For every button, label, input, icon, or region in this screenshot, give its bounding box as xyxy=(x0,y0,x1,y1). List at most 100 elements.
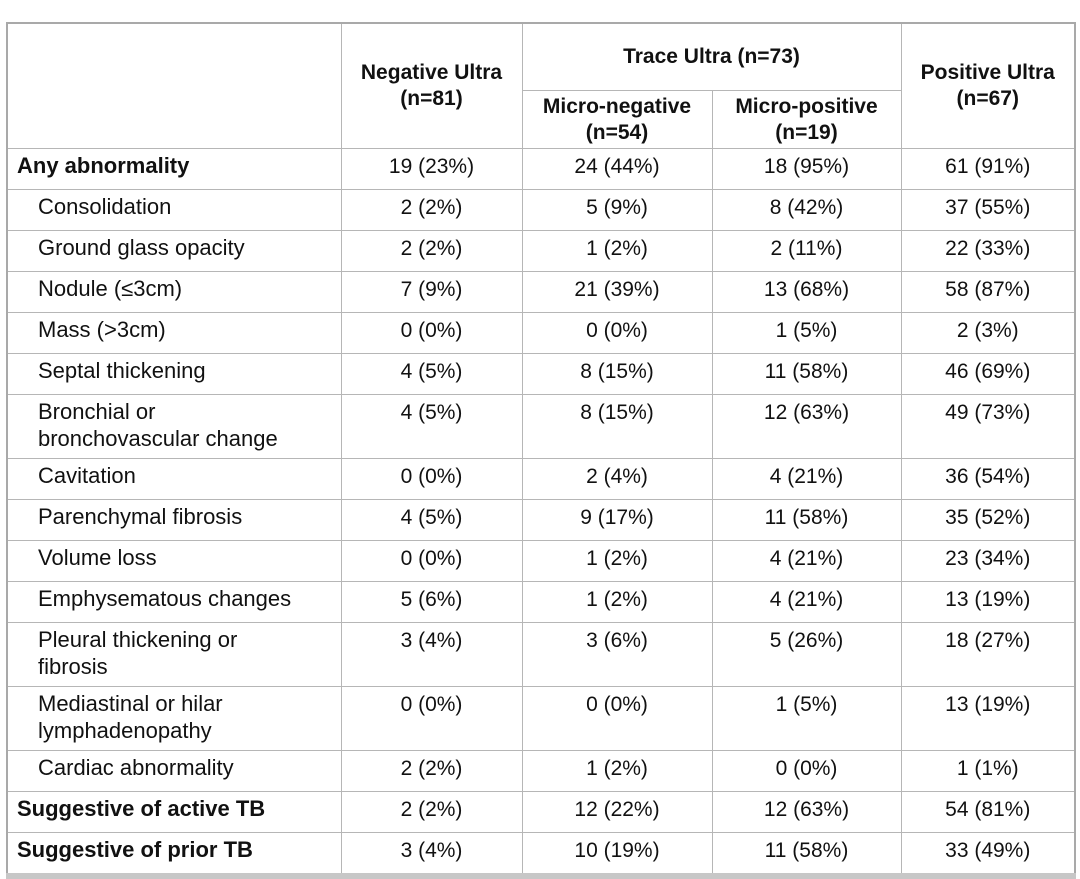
cell-negative-ultra: 0 (0%) xyxy=(340,458,523,500)
table-row: Parenchymal fibrosis 4 (5%) 9 (17%) 11 (… xyxy=(6,499,1076,541)
cell-micro-negative: 3 (6%) xyxy=(521,622,713,687)
table-row: Suggestive of active TB 2 (2%) 12 (22%) … xyxy=(6,791,1076,833)
cell-positive-ultra: 37 (55%) xyxy=(900,189,1076,231)
ultra-abnormality-table: Negative Ultra (n=81) Trace Ultra (n=73)… xyxy=(6,22,1076,879)
cell-micro-negative: 9 (17%) xyxy=(521,499,713,541)
cell-negative-ultra: 7 (9%) xyxy=(340,271,523,313)
cell-positive-ultra: 54 (81%) xyxy=(900,791,1076,833)
col-header-negative-ultra-n: (n=81) xyxy=(400,87,463,110)
col-header-trace-ultra-group: Trace Ultra (n=73) xyxy=(521,22,902,91)
table-row: Cardiac abnormality 2 (2%) 1 (2%) 0 (0%)… xyxy=(6,750,1076,792)
cell-negative-ultra: 2 (2%) xyxy=(340,189,523,231)
col-header-micro-positive-title: Micro-positive xyxy=(735,94,878,118)
row-label: Consolidation xyxy=(6,189,342,231)
cell-negative-ultra: 4 (5%) xyxy=(340,353,523,395)
row-label: Cardiac abnormality xyxy=(6,750,342,792)
cell-positive-ultra: 13 (19%) xyxy=(900,581,1076,623)
row-label: Any abnormality xyxy=(6,148,342,190)
table-row: Mass (>3cm) 0 (0%) 0 (0%) 1 (5%) 2 (3%) xyxy=(6,312,1076,354)
cell-micro-positive: 4 (21%) xyxy=(711,581,902,623)
col-header-positive-ultra-title: Positive Ultra xyxy=(920,61,1055,84)
cell-positive-ultra: 46 (69%) xyxy=(900,353,1076,395)
cell-micro-negative: 24 (44%) xyxy=(521,148,713,190)
cell-positive-ultra: 1 (1%) xyxy=(900,750,1076,792)
cell-negative-ultra: 0 (0%) xyxy=(340,540,523,582)
cell-positive-ultra: 35 (52%) xyxy=(900,499,1076,541)
header-row-top: Negative Ultra (n=81) Trace Ultra (n=73)… xyxy=(6,22,1076,149)
table-row: Any abnormality 19 (23%) 24 (44%) 18 (95… xyxy=(6,148,1076,190)
cell-micro-negative: 8 (15%) xyxy=(521,394,713,459)
cell-micro-positive: 12 (63%) xyxy=(711,394,902,459)
cell-micro-negative: 21 (39%) xyxy=(521,271,713,313)
table-row: Mediastinal or hilar lymphadenopathy 0 (… xyxy=(6,686,1076,751)
cell-negative-ultra: 3 (4%) xyxy=(340,832,523,877)
cell-positive-ultra: 18 (27%) xyxy=(900,622,1076,687)
table-row: Nodule (≤3cm) 7 (9%) 21 (39%) 13 (68%) 5… xyxy=(6,271,1076,313)
table-row: Septal thickening 4 (5%) 8 (15%) 11 (58%… xyxy=(6,353,1076,395)
cell-positive-ultra: 61 (91%) xyxy=(900,148,1076,190)
col-header-micro-positive: Micro-positive (n=19) xyxy=(711,90,902,149)
col-header-positive-ultra-n: (n=67) xyxy=(956,87,1019,110)
table-row: Consolidation 2 (2%) 5 (9%) 8 (42%) 37 (… xyxy=(6,189,1076,231)
table-row: Pleural thickening or fibrosis 3 (4%) 3 … xyxy=(6,622,1076,687)
table-row: Bronchial or bronchovascular change 4 (5… xyxy=(6,394,1076,459)
cell-micro-positive: 13 (68%) xyxy=(711,271,902,313)
cell-micro-negative: 1 (2%) xyxy=(521,750,713,792)
cell-micro-negative: 2 (4%) xyxy=(521,458,713,500)
cell-micro-positive: 4 (21%) xyxy=(711,540,902,582)
cell-micro-positive: 4 (21%) xyxy=(711,458,902,500)
col-header-micro-negative: Micro-negative (n=54) xyxy=(521,90,713,149)
table-row: Volume loss 0 (0%) 1 (2%) 4 (21%) 23 (34… xyxy=(6,540,1076,582)
header-row-sub: Micro-negative (n=54) Micro-positive (n=… xyxy=(7,90,1075,149)
row-label: Nodule (≤3cm) xyxy=(6,271,342,313)
table-header: Negative Ultra (n=81) Trace Ultra (n=73)… xyxy=(6,22,1076,149)
cell-positive-ultra: 33 (49%) xyxy=(900,832,1076,877)
row-label: Bronchial or bronchovascular change xyxy=(6,394,342,459)
cell-negative-ultra: 2 (2%) xyxy=(340,230,523,272)
cell-micro-negative: 12 (22%) xyxy=(521,791,713,833)
cell-micro-negative: 8 (15%) xyxy=(521,353,713,395)
abnormality-table-container: Negative Ultra (n=81) Trace Ultra (n=73)… xyxy=(6,22,1076,879)
cell-negative-ultra: 19 (23%) xyxy=(340,148,523,190)
cell-negative-ultra: 0 (0%) xyxy=(340,686,523,751)
row-label: Volume loss xyxy=(6,540,342,582)
cell-negative-ultra: 2 (2%) xyxy=(340,791,523,833)
col-header-positive-ultra: Positive Ultra (n=67) xyxy=(900,22,1076,149)
cell-positive-ultra: 36 (54%) xyxy=(900,458,1076,500)
row-label: Parenchymal fibrosis xyxy=(6,499,342,541)
table-row: Cavitation 0 (0%) 2 (4%) 4 (21%) 36 (54%… xyxy=(6,458,1076,500)
cell-negative-ultra: 3 (4%) xyxy=(340,622,523,687)
cell-micro-negative: 10 (19%) xyxy=(521,832,713,877)
cell-micro-positive: 11 (58%) xyxy=(711,832,902,877)
cell-micro-negative: 0 (0%) xyxy=(521,686,713,751)
row-label: Mediastinal or hilar lymphadenopathy xyxy=(6,686,342,751)
cell-negative-ultra: 2 (2%) xyxy=(340,750,523,792)
col-header-negative-ultra: Negative Ultra (n=81) xyxy=(340,22,523,149)
cell-micro-positive: 12 (63%) xyxy=(711,791,902,833)
cell-micro-positive: 1 (5%) xyxy=(711,686,902,751)
cell-micro-positive: 5 (26%) xyxy=(711,622,902,687)
col-header-micro-negative-title: Micro-negative xyxy=(542,94,692,118)
cell-micro-positive: 2 (11%) xyxy=(711,230,902,272)
cell-micro-positive: 18 (95%) xyxy=(711,148,902,190)
cell-micro-positive: 1 (5%) xyxy=(711,312,902,354)
row-label: Mass (>3cm) xyxy=(6,312,342,354)
cell-positive-ultra: 2 (3%) xyxy=(900,312,1076,354)
row-label: Suggestive of prior TB xyxy=(6,832,342,877)
table-body: Any abnormality 19 (23%) 24 (44%) 18 (95… xyxy=(6,148,1076,877)
col-header-micro-positive-n: (n=19) xyxy=(775,120,838,144)
cell-negative-ultra: 5 (6%) xyxy=(340,581,523,623)
cell-micro-negative: 5 (9%) xyxy=(521,189,713,231)
table-row: Ground glass opacity 2 (2%) 1 (2%) 2 (11… xyxy=(6,230,1076,272)
cell-positive-ultra: 22 (33%) xyxy=(900,230,1076,272)
table-row: Suggestive of prior TB 3 (4%) 10 (19%) 1… xyxy=(6,832,1076,877)
table-row: Emphysematous changes 5 (6%) 1 (2%) 4 (2… xyxy=(6,581,1076,623)
cell-micro-negative: 0 (0%) xyxy=(521,312,713,354)
row-label: Septal thickening xyxy=(6,353,342,395)
cell-micro-positive: 11 (58%) xyxy=(711,499,902,541)
cell-micro-positive: 11 (58%) xyxy=(711,353,902,395)
row-label: Pleural thickening or fibrosis xyxy=(6,622,342,687)
col-header-micro-negative-n: (n=54) xyxy=(585,120,649,144)
cell-positive-ultra: 58 (87%) xyxy=(900,271,1076,313)
row-label: Suggestive of active TB xyxy=(6,791,342,833)
